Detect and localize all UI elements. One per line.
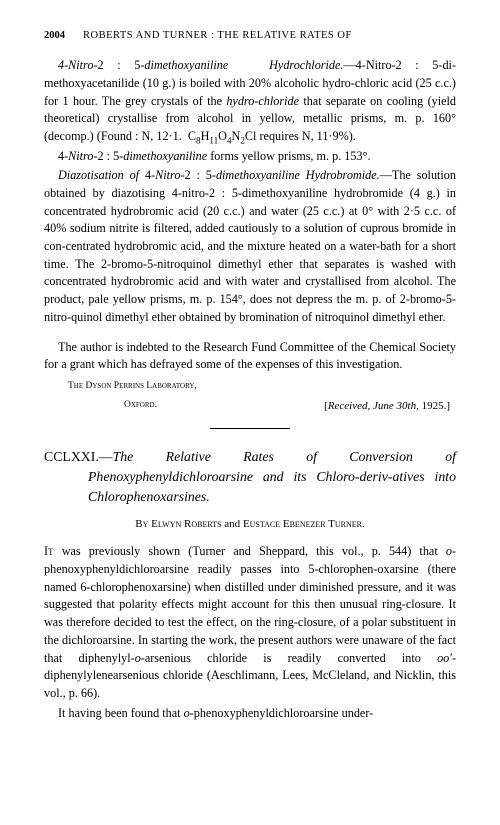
article-number: CCLXXI.— — [44, 449, 113, 464]
page-number: 2004 — [44, 28, 65, 43]
paragraph-2: 4-Nitro-2 : 5-dimethoxyaniline forms yel… — [44, 148, 456, 166]
paragraph-3: Diazotisation of 4-Nitro-2 : 5-dimethoxy… — [44, 167, 456, 326]
body-paragraph-1: It was previously shown (Turner and Shep… — [44, 543, 456, 702]
running-head: ROBERTS AND TURNER : THE RELATIVE RATES … — [83, 28, 352, 43]
acknowledgement: The author is indebted to the Research F… — [44, 339, 456, 374]
page-container: 2004 ROBERTS AND TURNER : THE RELATIVE R… — [0, 0, 500, 752]
article-title: CCLXXI.—The Relative Rates of Conversion… — [44, 447, 456, 507]
author-1: Elwyn Roberts — [151, 518, 221, 530]
byline: By Elwyn Roberts and Eustace Ebenezer Tu… — [44, 517, 456, 533]
section-rule — [210, 428, 290, 429]
by-label: By — [135, 518, 148, 530]
author-2: Eustace Ebenezer Turner. — [243, 518, 365, 530]
and-label: and — [224, 518, 240, 530]
article-title-text: The Relative Rates of Conversion of Phen… — [88, 449, 456, 504]
body-paragraph-2: It having been found that o-phenoxypheny… — [44, 705, 456, 723]
received-date: [Received, June 30th, 1925.] — [44, 399, 450, 415]
affiliation-line-1: The Dyson Perrins Laboratory, — [68, 380, 456, 393]
paragraph-1: 4-Nitro-2 : 5-dimethoxyaniline Hydrochlo… — [44, 57, 456, 145]
page-header: 2004 ROBERTS AND TURNER : THE RELATIVE R… — [44, 28, 456, 43]
